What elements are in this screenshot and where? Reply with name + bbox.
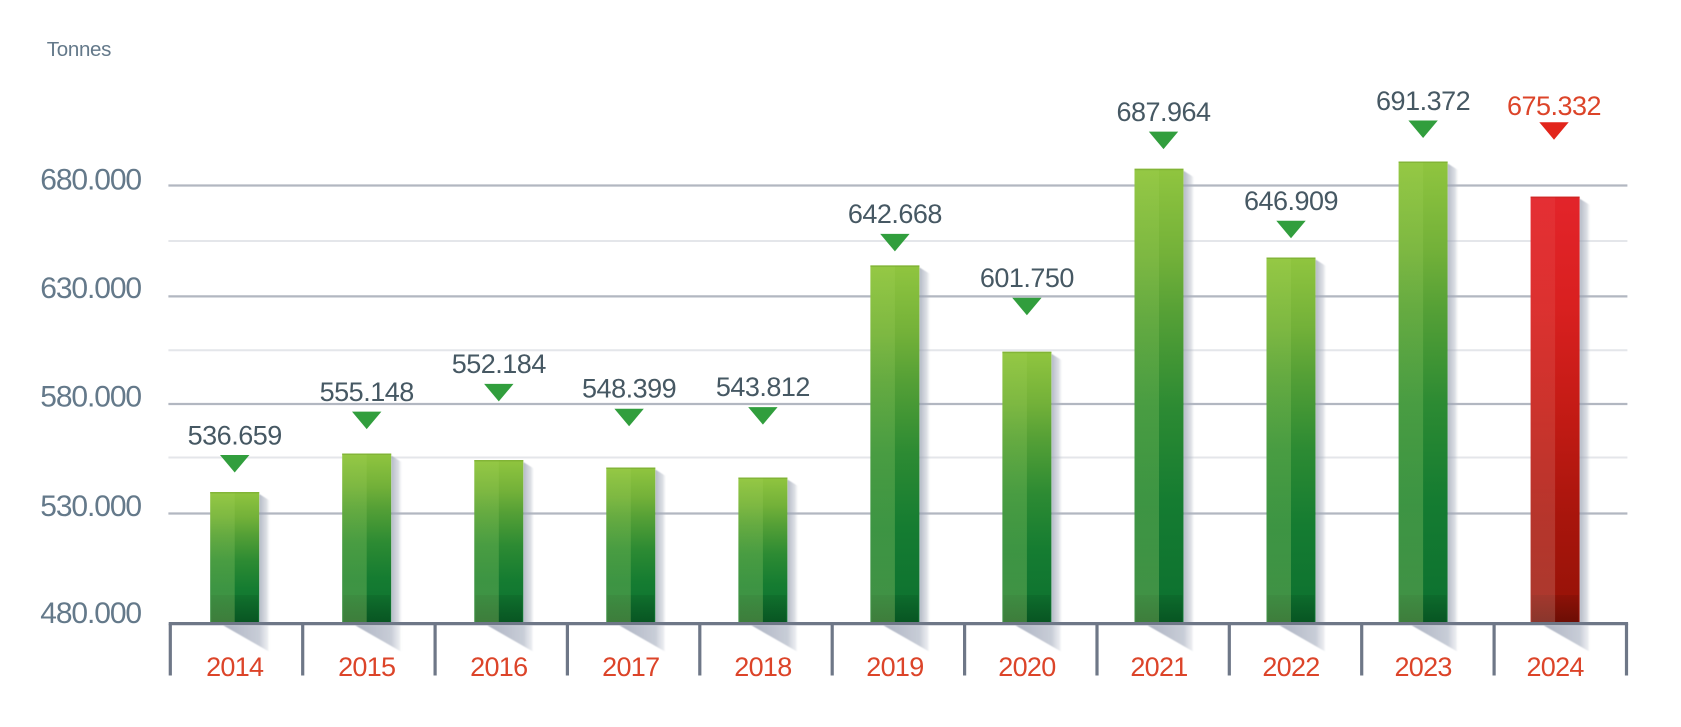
svg-text:691.372: 691.372 <box>1376 86 1470 116</box>
svg-text:555.148: 555.148 <box>320 377 414 407</box>
svg-text:2023: 2023 <box>1394 652 1451 682</box>
svg-text:580.000: 580.000 <box>40 380 141 413</box>
svg-text:2022: 2022 <box>1262 652 1319 682</box>
svg-text:536.659: 536.659 <box>188 420 282 450</box>
svg-text:630.000: 630.000 <box>40 272 141 305</box>
svg-text:646.909: 646.909 <box>1244 186 1338 216</box>
svg-text:601.750: 601.750 <box>980 263 1074 293</box>
svg-text:548.399: 548.399 <box>582 374 676 404</box>
svg-text:Tonnes: Tonnes <box>47 38 111 61</box>
svg-text:2014: 2014 <box>206 652 264 682</box>
svg-text:687.964: 687.964 <box>1116 97 1211 127</box>
svg-text:2015: 2015 <box>338 652 395 682</box>
svg-text:2019: 2019 <box>866 652 923 682</box>
svg-text:2016: 2016 <box>470 652 527 682</box>
svg-text:552.184: 552.184 <box>452 349 547 379</box>
svg-text:480.000: 480.000 <box>40 597 141 630</box>
svg-text:642.668: 642.668 <box>848 199 942 229</box>
svg-text:543.812: 543.812 <box>716 372 810 402</box>
svg-text:2020: 2020 <box>998 652 1055 682</box>
svg-text:2024: 2024 <box>1526 652 1584 682</box>
svg-text:2018: 2018 <box>734 652 791 682</box>
svg-text:530.000: 530.000 <box>40 490 141 523</box>
svg-text:2017: 2017 <box>602 652 659 682</box>
svg-text:680.000: 680.000 <box>40 164 141 197</box>
svg-text:675.332: 675.332 <box>1507 91 1601 121</box>
svg-text:2021: 2021 <box>1130 652 1187 682</box>
